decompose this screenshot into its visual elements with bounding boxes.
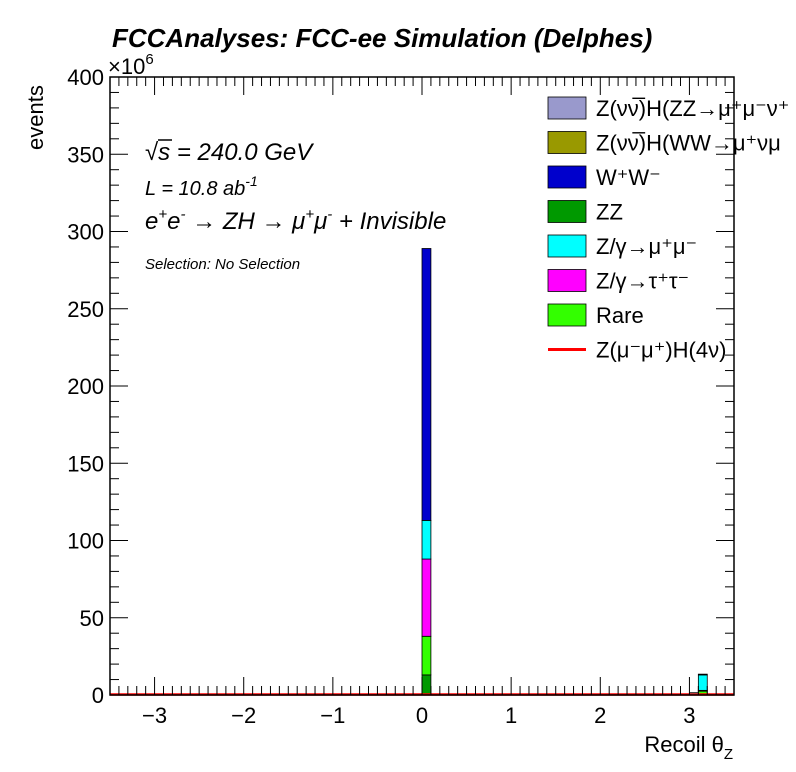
- legend-swatch: [547, 165, 587, 189]
- bar-1-0-05: [421, 635, 432, 676]
- x-tick-label: 3: [683, 703, 695, 728]
- y-axis-label: events: [23, 85, 48, 150]
- legend-entry-2: W⁺W⁻: [547, 165, 661, 190]
- x-tick-label: −1: [320, 703, 345, 728]
- energy-annotation: √s = 240.0 GeV: [145, 139, 314, 166]
- y-tick-label: 250: [67, 297, 104, 322]
- x-tick-label: 0: [416, 703, 428, 728]
- y-tick-label: 0: [92, 683, 104, 708]
- x-ticks: −3 −2 −1 0 1 2 3: [109, 77, 735, 728]
- process-annotation: e+e- → ZH → μ+μ- + Invisible: [145, 206, 446, 235]
- y-tick-label: 150: [67, 451, 104, 476]
- lumi-exp: -1: [245, 173, 257, 189]
- legend: Z(νν̅)H(ZZ→μ⁺μ⁻ν⁺ Z(νν̅)H(WW→μ⁺νμ W⁺W⁻ ZZ Z/…: [547, 96, 789, 363]
- bar-0-0-05: [421, 674, 432, 696]
- bar-3-0-05: [421, 520, 432, 560]
- sqrt-symbol: √: [145, 139, 159, 166]
- legend-entry-0: Z(νν̅)H(ZZ→μ⁺μ⁻ν⁺: [547, 96, 789, 121]
- legend-label: Z/γ→μ⁺μ⁻: [596, 234, 697, 259]
- bar-3-3-15: [697, 674, 708, 691]
- legend-swatch: [547, 96, 587, 120]
- legend-entry-7: Z(μ⁻μ⁺)H(4ν): [548, 338, 726, 363]
- y-multiplier-exp: 6: [145, 51, 153, 68]
- y-tick-label: 50: [80, 606, 104, 631]
- legend-label: ZZ: [596, 200, 623, 225]
- bar-4-0-05: [421, 248, 432, 521]
- lumi-annotation: L = 10.8 ab-1: [145, 173, 258, 200]
- legend-swatch: [547, 303, 587, 327]
- x-axis-label: Recoil θZ: [644, 732, 733, 763]
- x-axis-label-main: Recoil θ: [644, 732, 723, 757]
- x-tick-label: −3: [142, 703, 167, 728]
- legend-swatch: [547, 131, 587, 154]
- legend-swatch: [547, 234, 587, 258]
- y-multiplier-base: ×10: [108, 54, 145, 79]
- legend-entry-1: Z(νν̅)H(WW→μ⁺νμ: [547, 131, 781, 156]
- legend-label: Rare: [596, 303, 644, 328]
- annotations: √s = 240.0 GeV L = 10.8 ab-1 e+e- → ZH →…: [145, 139, 446, 273]
- legend-label: Z/γ→τ⁺τ⁻: [596, 269, 689, 294]
- energy-s: s: [158, 139, 170, 166]
- legend-entry-5: Z/γ→τ⁺τ⁻: [547, 269, 689, 294]
- x-tick-label: 1: [505, 703, 517, 728]
- bar-4-3-15: [697, 673, 708, 676]
- chart-title: FCCAnalyses: FCC-ee Simulation (Delphes): [112, 23, 652, 53]
- legend-swatch: [547, 200, 587, 223]
- legend-label: Z(μ⁻μ⁺)H(4ν): [596, 338, 726, 363]
- x-tick-label: −2: [231, 703, 256, 728]
- legend-entry-4: Z/γ→μ⁺μ⁻: [547, 234, 697, 259]
- legend-label: Z(νν̅)H(ZZ→μ⁺μ⁻ν⁺: [596, 96, 789, 121]
- legend-swatch: [547, 269, 587, 292]
- y-tick-label: 350: [67, 142, 104, 167]
- y-tick-label: 300: [67, 220, 104, 245]
- y-tick-label: 400: [67, 65, 104, 90]
- bar-2-0-05: [421, 558, 432, 637]
- y-multiplier: ×106: [108, 51, 154, 79]
- legend-entry-6: Rare: [547, 303, 644, 328]
- y-tick-label: 100: [67, 529, 104, 554]
- legend-entry-3: ZZ: [547, 200, 623, 225]
- x-axis-label-sub: Z: [724, 746, 733, 763]
- y-ticks: 0 50 100 150 200 250 300 350 400: [67, 65, 734, 708]
- lumi-main: L = 10.8 ab: [145, 178, 245, 200]
- legend-label: W⁺W⁻: [596, 165, 661, 190]
- y-tick-label: 200: [67, 374, 104, 399]
- energy-value: = 240.0 GeV: [170, 139, 314, 166]
- selection-annotation: Selection: No Selection: [145, 256, 300, 273]
- x-tick-label: 2: [594, 703, 606, 728]
- legend-label: Z(νν̅)H(WW→μ⁺νμ: [596, 131, 781, 156]
